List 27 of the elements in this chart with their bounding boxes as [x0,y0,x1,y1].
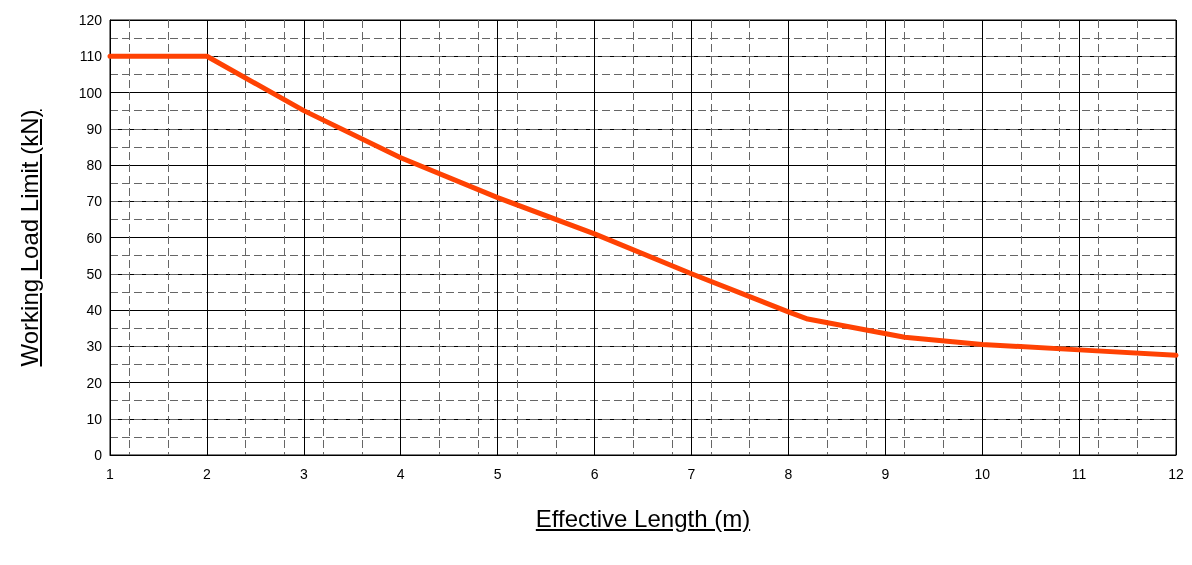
y-tick-label: 30 [86,338,103,355]
y-tick-label: 10 [86,410,103,427]
x-tick-label: 10 [974,466,991,482]
y-tick-label: 40 [86,302,103,318]
y-tick-label: 60 [86,229,103,246]
x-tick-label: 4 [396,466,405,482]
y-tick-label: 0 [94,447,103,463]
y-axis-title: Working Load Limit (kN) [16,109,44,367]
y-tick-label: 120 [78,12,103,28]
x-tick-label: 7 [687,466,696,482]
y-tick-label: 80 [86,157,103,173]
x-tick-label: 11 [1071,466,1087,482]
x-axis-title: Effective Length (m) [535,505,751,533]
x-tick-label: 8 [784,466,793,482]
y-tick-label: 90 [86,120,103,137]
y-tick-label: 70 [86,193,103,210]
x-tick-label: 3 [299,466,308,482]
x-tick-label: 1 [106,466,115,482]
y-tick-label: 20 [86,374,103,391]
x-tick-label: 6 [590,466,599,482]
x-tick-label: 12 [1168,466,1184,482]
x-tick-label: 9 [881,466,890,482]
y-tick-label: 50 [86,265,103,282]
x-tick-label: 5 [493,466,502,482]
y-tick-label: 110 [79,48,103,65]
x-tick-label: 2 [203,466,212,482]
y-tick-label: 100 [78,84,103,101]
